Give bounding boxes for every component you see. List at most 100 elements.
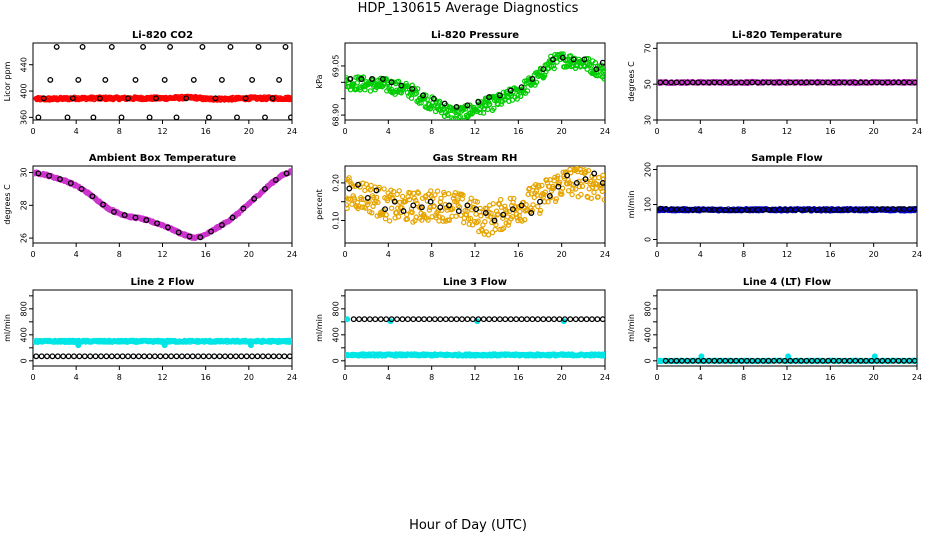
raw-point	[408, 95, 415, 101]
average-point	[722, 357, 729, 364]
raw-point	[426, 207, 433, 213]
panel-title: Li-820 Temperature	[732, 30, 842, 41]
raw-point	[363, 181, 369, 187]
average-point	[846, 79, 853, 86]
average-point	[857, 206, 864, 213]
raw-point	[914, 79, 917, 86]
average-point	[573, 179, 580, 186]
average-point	[524, 316, 530, 323]
average-point	[787, 357, 794, 364]
average-point	[64, 114, 71, 120]
average-point	[749, 357, 756, 364]
average-point	[232, 353, 239, 360]
average-point	[593, 66, 600, 73]
raw-point	[402, 198, 409, 205]
average-point	[706, 79, 712, 86]
raw-point	[511, 195, 517, 202]
raw-point	[288, 338, 292, 344]
raw-point	[491, 105, 497, 112]
x-tick-label: 8	[741, 250, 746, 259]
average-point	[464, 202, 471, 209]
average-point	[545, 316, 552, 323]
average-point	[695, 357, 702, 364]
average-point	[901, 79, 907, 86]
raw-point	[358, 196, 365, 203]
x-tick-label: 12	[470, 250, 480, 259]
average-point	[846, 357, 853, 364]
y-tick-label: 0	[332, 358, 341, 363]
raw-point	[542, 189, 549, 195]
average-point	[668, 357, 675, 364]
series-rh-avg	[346, 170, 605, 224]
average-point	[227, 353, 234, 360]
average-point	[216, 353, 223, 360]
raw-point	[428, 105, 434, 112]
raw-point	[376, 184, 382, 191]
raw-point	[495, 101, 501, 108]
average-point	[183, 95, 190, 102]
average-point	[760, 206, 767, 213]
average-point	[518, 202, 525, 209]
y-axis-label: kPa	[315, 74, 324, 88]
average-point	[895, 206, 902, 213]
average-point	[814, 206, 821, 213]
average-point	[884, 206, 891, 213]
average-point	[400, 208, 407, 215]
average-point	[410, 202, 417, 209]
raw-point	[440, 218, 446, 224]
average-point	[771, 357, 777, 364]
average-point	[911, 79, 917, 86]
average-point	[673, 357, 680, 364]
series-sample-flow-avg	[657, 205, 917, 214]
raw-point	[577, 166, 584, 173]
average-point	[540, 66, 547, 73]
plot-area	[33, 337, 292, 360]
average-point	[825, 79, 832, 86]
raw-point	[374, 213, 380, 219]
raw-point	[404, 216, 411, 222]
average-point	[776, 357, 783, 364]
plot-area	[345, 166, 605, 238]
average-point	[819, 206, 826, 213]
average-point	[482, 210, 489, 216]
average-point	[475, 99, 482, 105]
raw-point	[476, 106, 483, 113]
average-point	[243, 353, 250, 360]
average-point	[689, 357, 696, 364]
average-point	[205, 114, 212, 120]
average-point	[350, 316, 357, 323]
raw-point	[437, 214, 443, 220]
x-tick-label: 16	[201, 373, 211, 382]
x-tick-label: 20	[869, 250, 879, 259]
average-point	[673, 206, 680, 213]
average-point	[852, 79, 859, 86]
average-point	[199, 43, 206, 50]
average-point	[135, 353, 142, 360]
x-tick-label: 4	[386, 127, 391, 136]
average-point	[486, 316, 493, 323]
raw-point	[599, 188, 605, 195]
average-point	[529, 76, 536, 82]
average-point	[96, 95, 103, 102]
average-point	[114, 353, 121, 360]
panel-li-820-co2: Li-820 CO2 Licor ppm 0 4 8 12 16 20 24 360 400 440	[3, 30, 297, 136]
average-point	[513, 316, 520, 323]
raw-point	[467, 215, 474, 222]
raw-point	[421, 211, 427, 218]
average-point	[846, 206, 853, 213]
average-point	[884, 79, 891, 86]
x-tick-label: 0	[654, 250, 659, 259]
average-point	[727, 207, 734, 214]
series-line-3-raw-low	[345, 351, 605, 359]
y-axis-label: ml/min	[627, 191, 636, 219]
raw-point	[381, 186, 387, 192]
average-point	[911, 357, 917, 364]
raw-point	[591, 189, 597, 196]
average-point	[388, 316, 395, 323]
y-axis-label: ml/min	[627, 314, 636, 342]
raw-point	[525, 191, 531, 198]
average-point	[749, 206, 756, 213]
raw-point	[583, 168, 589, 175]
raw-point	[425, 217, 431, 223]
average-point	[901, 206, 907, 213]
